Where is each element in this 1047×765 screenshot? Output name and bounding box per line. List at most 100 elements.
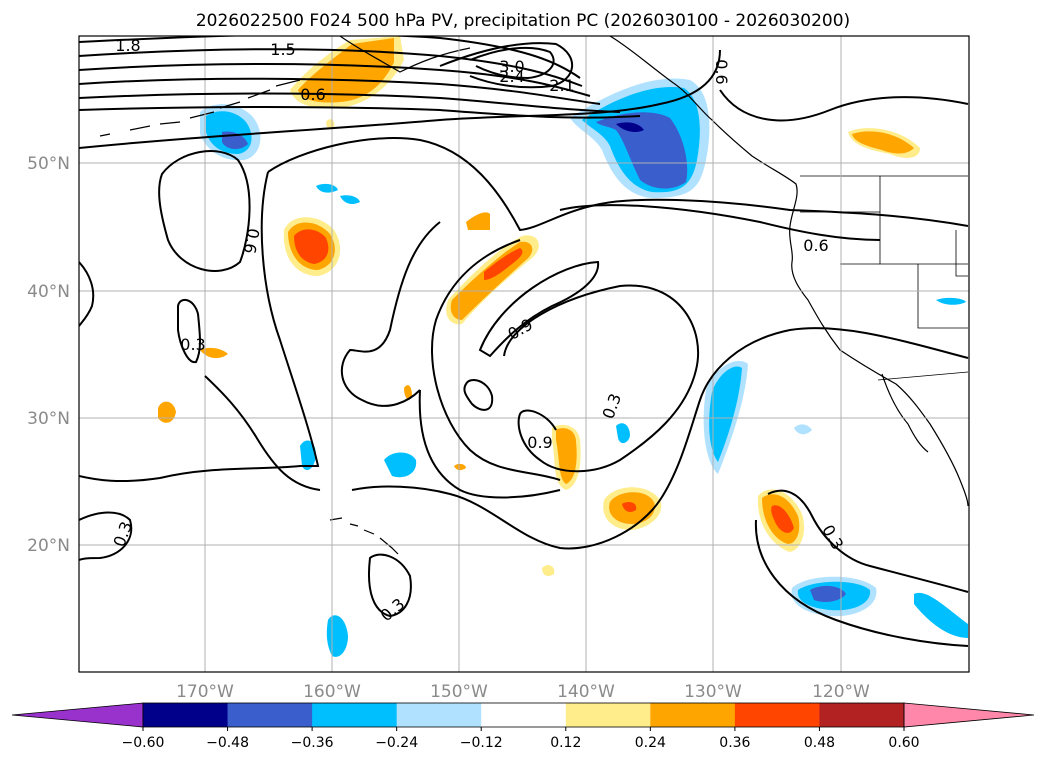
pv-contour-03-baja <box>767 489 969 593</box>
lat-label-40n: 40°N <box>27 282 70 302</box>
pv-contour-03-west <box>79 511 133 561</box>
pv-contour-ring-2 <box>469 46 555 80</box>
colorbar-tick-label: −0.12 <box>460 735 503 751</box>
neg-anomaly-small-4 <box>616 423 630 444</box>
pv-contour-high-6 <box>79 106 641 119</box>
pv-contour-ring-1 <box>439 42 574 89</box>
colorbar-tick-label: −0.60 <box>122 735 165 751</box>
neg-anomaly-bc-core <box>616 122 644 132</box>
colorbar-swatch <box>734 703 820 727</box>
pv-contour-06-edge <box>79 261 95 327</box>
lon-label-170w: 170°W <box>176 682 234 702</box>
pv-contour-03-hawaii-arc <box>204 375 321 491</box>
figure-title: 2026022500 F024 500 hPa PV, precipitatio… <box>196 11 850 31</box>
neg-anomaly-small-6 <box>340 195 360 204</box>
neg-anomaly-small-1 <box>384 452 417 478</box>
precip-shading <box>158 36 968 657</box>
colorbar-tick-label: −0.48 <box>206 735 249 751</box>
pv-contour-03-big <box>341 221 561 499</box>
pos-anomaly-small-5 <box>542 565 555 576</box>
pv-contour-09-left <box>430 204 881 481</box>
colorbar-tick-label: 0.60 <box>888 735 919 751</box>
pv-contour-03-small-2 <box>368 553 412 618</box>
neg-anomaly-subtrop-mid-2 <box>709 366 742 462</box>
neg-anomaly-trop-east-3 <box>810 585 846 602</box>
graticule <box>79 36 969 672</box>
coastline-hawaii <box>329 517 399 555</box>
latitude-labels: 50°N 40°N 30°N 20°N <box>27 154 70 556</box>
colorbar-ticks: −0.60 −0.48 −0.36 −0.24 −0.12 0.12 0.24 0.36 0.4… <box>122 727 920 751</box>
colorbar: −0.60 −0.48 −0.36 −0.24 −0.12 0.12 0.24 0.36 0.4… <box>11 702 1035 751</box>
pv-contour-06-main <box>79 49 969 149</box>
neg-anomaly-small-7 <box>936 297 966 305</box>
neg-anomaly-small-2 <box>300 440 316 471</box>
pv-contour-high-1 <box>79 36 581 79</box>
pv-contour-high-3 <box>79 63 591 97</box>
pos-anomaly-small-2 <box>158 401 176 423</box>
colorbar-outline <box>142 702 905 728</box>
contour-label: 1.8 <box>115 36 140 55</box>
colorbar-swatches <box>11 702 1035 728</box>
border-states-3 <box>840 230 968 277</box>
pv-contour-03-small-1 <box>177 298 201 364</box>
colorbar-extend-max <box>903 702 1035 728</box>
contour-label: 0.6 <box>300 85 325 104</box>
contour-label: 0.3 <box>180 335 205 354</box>
pv-contour-09-inner <box>478 260 600 358</box>
lat-label-50n: 50°N <box>27 154 70 174</box>
colorbar-swatch <box>312 703 398 727</box>
colorbar-swatch <box>481 703 567 727</box>
coastline-baja <box>881 373 929 453</box>
colorbar-tick-label: −0.24 <box>375 735 418 751</box>
contour-label: 3.0 <box>499 57 524 76</box>
pv-contour-09-small <box>463 379 494 411</box>
contour-label: 0.6 <box>712 59 731 84</box>
pv-contour-03-trop <box>754 519 969 647</box>
coastline-alaska <box>339 36 471 73</box>
coastline-islands-aleutian <box>99 79 301 137</box>
lon-label-120w: 120°W <box>812 682 870 702</box>
neg-anomaly-trop-east-2b <box>914 592 968 638</box>
map-panel: 1.8 1.5 3.0 2.4 2.1 0.6 0.6 0.6 0.6 0.3 … <box>78 35 970 673</box>
colorbar-swatch <box>565 703 651 727</box>
pos-anomaly-small-3 <box>200 347 228 359</box>
map-frame <box>78 35 970 673</box>
colorbar-swatch <box>396 703 482 727</box>
contour-label: 0.9 <box>527 433 552 452</box>
pos-anomaly-prairies-2 <box>852 131 914 154</box>
political-borders <box>800 175 969 381</box>
neg-anomaly-small-8 <box>794 424 812 435</box>
contour-label: 1.5 <box>270 40 295 59</box>
pv-contour-03-south <box>351 327 969 550</box>
pv-contour-high-5 <box>79 92 621 113</box>
colorbar-tick-label: 0.24 <box>635 735 666 751</box>
contour-label: 2.4 <box>499 67 524 86</box>
border-us-mexico <box>877 371 969 381</box>
lon-label-160w: 160°W <box>303 682 361 702</box>
neg-anomaly-bc-coast-3 <box>596 112 688 189</box>
coastlines <box>99 36 969 555</box>
lat-label-30n: 30°N <box>27 409 70 429</box>
lat-label-20n: 20°N <box>27 536 70 556</box>
pos-anomaly-small-1 <box>466 212 490 230</box>
colorbar-tick-label: 0.48 <box>804 735 835 751</box>
pos-anomaly-small-6 <box>454 463 466 471</box>
lon-label-130w: 130°W <box>684 682 742 702</box>
contour-label: 0.6 <box>803 236 828 255</box>
contour-label: 0.6 <box>240 227 263 255</box>
pv-contour-09-loop <box>503 284 700 473</box>
colorbar-tick-label: −0.36 <box>291 735 334 751</box>
pos-anomaly-baja-3 <box>771 505 794 533</box>
colorbar-swatch <box>650 703 736 727</box>
lon-label-150w: 150°W <box>430 682 488 702</box>
lon-label-140w: 140°W <box>557 682 615 702</box>
pos-anomaly-band-3 <box>484 248 523 280</box>
colorbar-swatch <box>819 703 905 727</box>
pv-contour-06-central <box>79 137 969 483</box>
pv-contour-high-4 <box>79 77 601 105</box>
colorbar-swatch <box>227 703 313 727</box>
colorbar-extend-min <box>11 702 144 728</box>
pos-anomaly-small-4 <box>404 385 412 400</box>
colorbar-swatch <box>143 703 229 727</box>
